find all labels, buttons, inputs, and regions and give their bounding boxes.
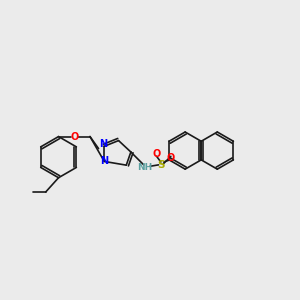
Text: NH: NH	[137, 163, 153, 172]
Text: O: O	[152, 149, 161, 159]
Text: S: S	[157, 160, 165, 170]
Text: N: N	[99, 139, 107, 149]
Text: O: O	[167, 153, 175, 163]
Text: N: N	[100, 156, 108, 167]
Text: O: O	[70, 132, 78, 142]
